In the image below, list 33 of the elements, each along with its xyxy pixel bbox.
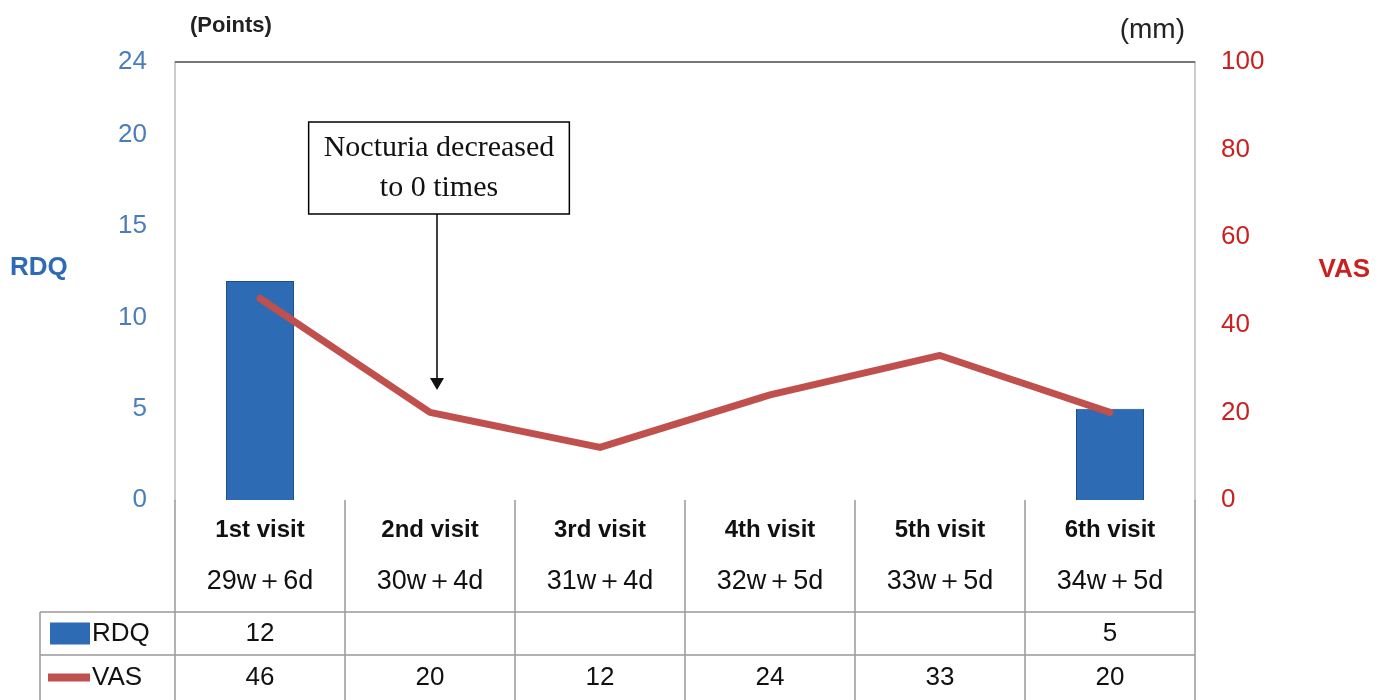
data-label: 5	[1102, 616, 1118, 647]
data-label: 33	[925, 660, 955, 691]
data-label: 20	[415, 660, 445, 691]
x-tick-label: 4th visit 32w＋5d	[716, 514, 824, 596]
x-tick-label: 1st visit 29w＋6d	[206, 514, 314, 596]
data-label: 12	[245, 616, 275, 647]
y2-tick-label: 20	[1221, 395, 1250, 426]
y2-tick-label: 100	[1221, 45, 1265, 76]
y-tick-label: 10	[118, 300, 147, 331]
data-label: 24	[755, 660, 785, 691]
text: (mm)	[1119, 12, 1185, 44]
y2-tick-label: 60	[1221, 220, 1250, 251]
y2-tick-label: 0	[1221, 483, 1236, 514]
data-label: 46	[245, 660, 275, 691]
y2-axis-title: VAS	[1318, 253, 1370, 284]
x-tick-label: 3rd visit 31w＋4d	[546, 514, 654, 596]
y-tick-label: 0	[132, 483, 147, 514]
x-tick-label: 6th visit 34w＋5d	[1056, 514, 1164, 596]
y-tick-label: 15	[118, 209, 147, 240]
x-tick-label: 2nd visit 30w＋4d	[376, 514, 484, 596]
y-tick-label: 20	[118, 118, 147, 149]
annotation: Nocturia decreased to 0 times	[323, 128, 555, 202]
legend-label: VAS	[92, 660, 143, 691]
text: (Points)	[190, 12, 272, 38]
x-tick-label: 5th visit 33w＋5d	[886, 514, 994, 596]
y2-tick-label: 80	[1221, 132, 1250, 163]
data-label: 20	[1095, 660, 1125, 691]
legend-label: RDQ	[92, 616, 150, 647]
y-tick-label: 5	[132, 391, 147, 422]
y2-tick-label: 40	[1221, 307, 1250, 338]
y-tick-label: 24	[118, 45, 147, 76]
y-axis-title: RDQ	[10, 251, 68, 282]
data-label: 12	[585, 660, 615, 691]
